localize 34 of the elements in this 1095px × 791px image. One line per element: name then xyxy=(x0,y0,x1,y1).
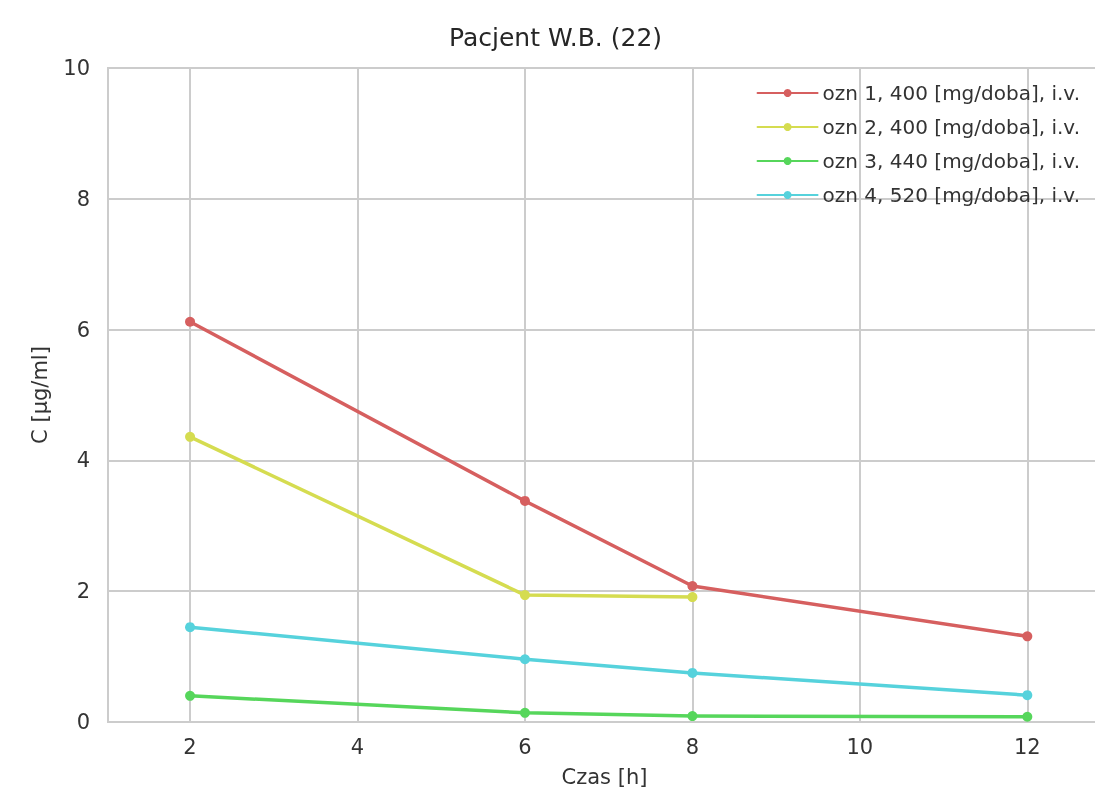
point xyxy=(1022,690,1033,701)
point xyxy=(519,590,530,601)
x-tick-label: 10 xyxy=(846,734,874,759)
point xyxy=(1022,631,1033,642)
x-tick-label: 12 xyxy=(1013,734,1041,759)
point xyxy=(687,667,698,678)
point xyxy=(185,431,196,442)
point xyxy=(185,316,196,327)
point xyxy=(1022,711,1033,722)
legend-label: ozn 3, 440 [mg/doba], i.v. xyxy=(822,149,1081,173)
point xyxy=(519,654,530,665)
legend-label: ozn 4, 520 [mg/doba], i.v. xyxy=(822,183,1081,207)
legend-label: ozn 1, 400 [mg/doba], i.v. xyxy=(822,81,1081,105)
legend-label: ozn 2, 400 [mg/doba], i.v. xyxy=(822,115,1081,139)
y-axis-title: C [µg/ml] xyxy=(27,346,52,444)
y-tick-label: 8 xyxy=(76,186,90,211)
y-tick-label: 2 xyxy=(76,579,90,604)
point xyxy=(687,580,698,591)
point xyxy=(687,711,698,722)
point xyxy=(687,592,698,603)
x-tick-label: 2 xyxy=(183,734,197,759)
point xyxy=(185,690,196,701)
point xyxy=(185,622,196,633)
point xyxy=(519,707,530,718)
x-tick-label: 6 xyxy=(518,734,532,759)
chart-title: Pacjent W.B. (22) xyxy=(448,23,663,52)
x-tick-label: 8 xyxy=(685,734,700,759)
y-tick-label: 10 xyxy=(63,56,90,80)
x-axis-title: Czas [h] xyxy=(561,764,648,789)
y-tick-label: 4 xyxy=(76,448,90,473)
y-tick-label: 6 xyxy=(76,317,90,342)
y-tick-label: 0 xyxy=(76,710,90,734)
x-tick-label: 4 xyxy=(350,734,365,759)
point xyxy=(519,495,530,506)
